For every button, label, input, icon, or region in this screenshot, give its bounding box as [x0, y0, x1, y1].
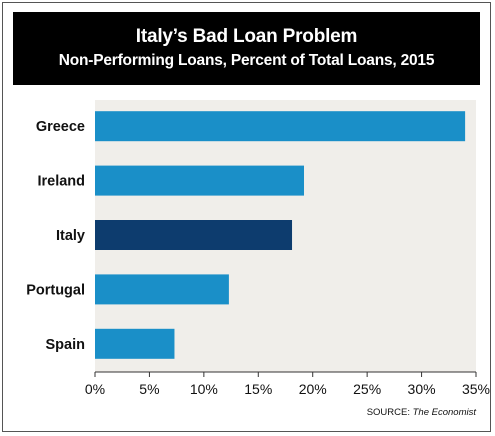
category-label-italy: Italy — [56, 228, 85, 244]
x-tick-label-5: 5% — [139, 381, 159, 397]
category-label-portugal: Portugal — [26, 282, 85, 298]
category-label-spain: Spain — [46, 337, 85, 353]
x-tick-label-30: 30% — [408, 381, 436, 397]
source-note: SOURCE: The Economist — [367, 407, 476, 418]
x-tick-label-20: 20% — [299, 381, 327, 397]
bar-spain — [95, 328, 175, 359]
bar-portugal — [95, 274, 229, 305]
x-tick-label-35: 35% — [462, 381, 490, 397]
source-name: The Economist — [412, 407, 476, 418]
title-banner: Italy’s Bad Loan Problem Non-Performing … — [13, 12, 480, 85]
x-tick-label-0: 0% — [85, 381, 105, 397]
bar-greece — [95, 111, 466, 142]
source-label: SOURCE: — [366, 407, 410, 418]
chart-title: Italy’s Bad Loan Problem — [135, 26, 358, 47]
category-label-ireland: Ireland — [37, 174, 85, 190]
bar-chart: Greece Ireland Italy Portugal Spain 0% 5% 10% 15… — [26, 111, 490, 397]
x-tick-label-15: 15% — [244, 381, 272, 397]
x-tick-label-25: 25% — [353, 381, 381, 397]
x-tick-label-10: 10% — [190, 381, 218, 397]
bar-italy — [95, 220, 293, 250]
bar-ireland — [95, 165, 305, 196]
chart-frame: Italy’s Bad Loan Problem Non-Performing … — [2, 2, 491, 432]
category-label-greece: Greece — [36, 119, 85, 135]
chart-subtitle: Non-Performing Loans, Percent of Total L… — [58, 52, 435, 69]
